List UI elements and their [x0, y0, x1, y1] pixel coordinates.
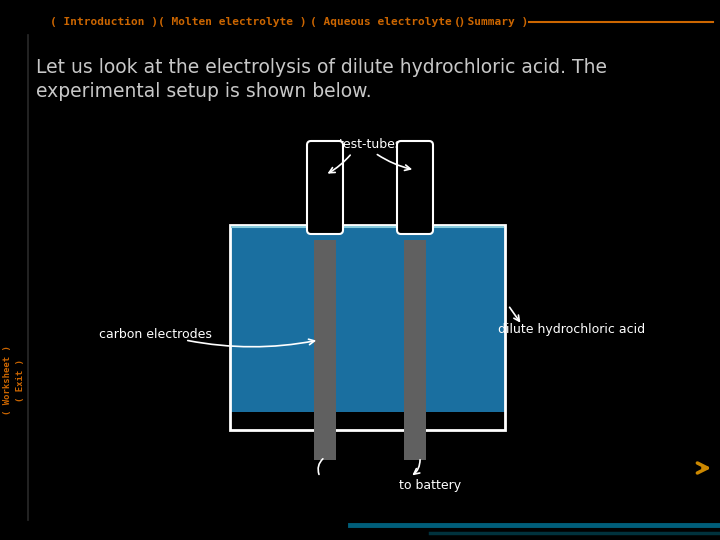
Text: dilute hydrochloric acid: dilute hydrochloric acid: [498, 323, 646, 336]
Text: test-tubes: test-tubes: [338, 138, 402, 152]
FancyBboxPatch shape: [397, 141, 433, 234]
Text: experimental setup is shown below.: experimental setup is shown below.: [36, 82, 372, 101]
Text: +: +: [409, 438, 420, 452]
Bar: [230, 225, 505, 412]
Text: Let us look at the electrolysis of dilute hydrochloric acid. The: Let us look at the electrolysis of dilut…: [36, 58, 607, 77]
Text: -: -: [322, 438, 328, 452]
Text: ( Exit ): ( Exit ): [16, 359, 24, 402]
Bar: [230, 225, 505, 430]
Text: ( Summary ): ( Summary ): [454, 17, 528, 27]
Bar: [404, 240, 426, 460]
Text: ( Aqueous electrolyte ): ( Aqueous electrolyte ): [310, 17, 465, 27]
Text: carbon electrodes: carbon electrodes: [99, 328, 212, 341]
Bar: [403, 213, 427, 231]
FancyBboxPatch shape: [307, 141, 343, 234]
Bar: [313, 213, 337, 231]
Text: ( Introduction ): ( Introduction ): [50, 17, 158, 27]
Text: ( Molten electrolyte ): ( Molten electrolyte ): [158, 17, 307, 27]
Bar: [314, 240, 336, 460]
Text: ( Worksheet ): ( Worksheet ): [4, 345, 12, 415]
Text: to battery: to battery: [399, 478, 461, 491]
